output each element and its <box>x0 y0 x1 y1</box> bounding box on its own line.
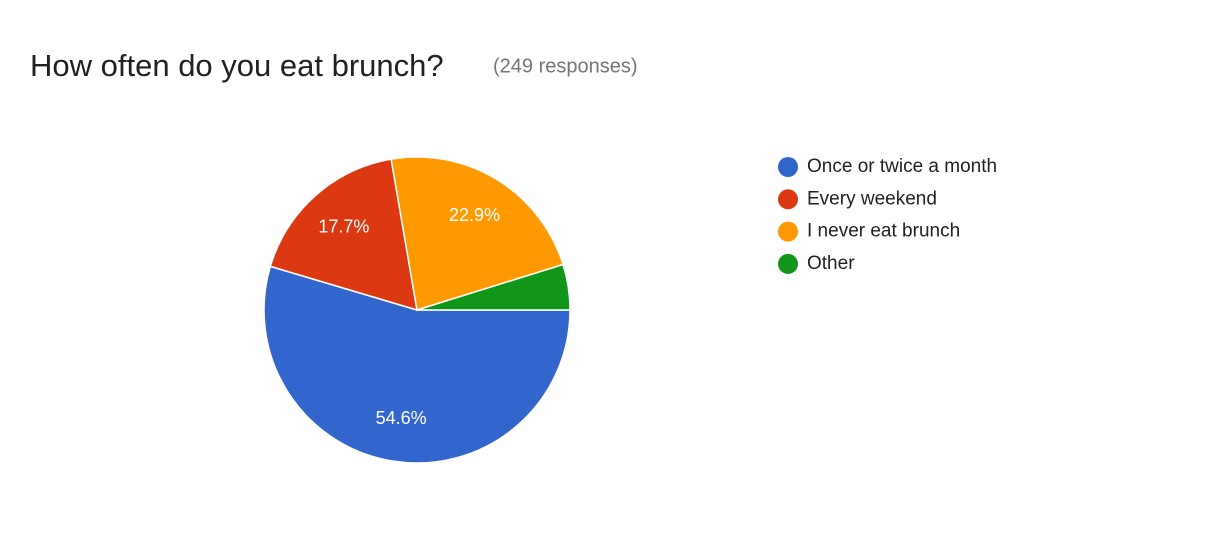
pie-slice <box>416 263 571 311</box>
legend-label: I never eat brunch <box>807 221 960 242</box>
pie-slice <box>390 156 565 311</box>
chart-subtitle: (249 responses) <box>493 55 638 77</box>
pie-slice <box>269 158 418 312</box>
legend-marker <box>778 253 798 274</box>
legend-label: Every weekend <box>807 188 937 209</box>
legend-marker <box>778 157 798 177</box>
legend-marker <box>778 189 798 210</box>
chart-title: How often do you eat brunch? <box>30 48 444 83</box>
slice-label: 17.7% <box>318 216 369 236</box>
slice-label: 54.6% <box>376 408 427 428</box>
legend-label: Once or twice a month <box>807 156 997 177</box>
legend-label: Other <box>807 253 855 274</box>
slice-label: 22.9% <box>449 205 500 225</box>
legend-marker <box>778 221 798 242</box>
pie-slice <box>263 265 571 464</box>
